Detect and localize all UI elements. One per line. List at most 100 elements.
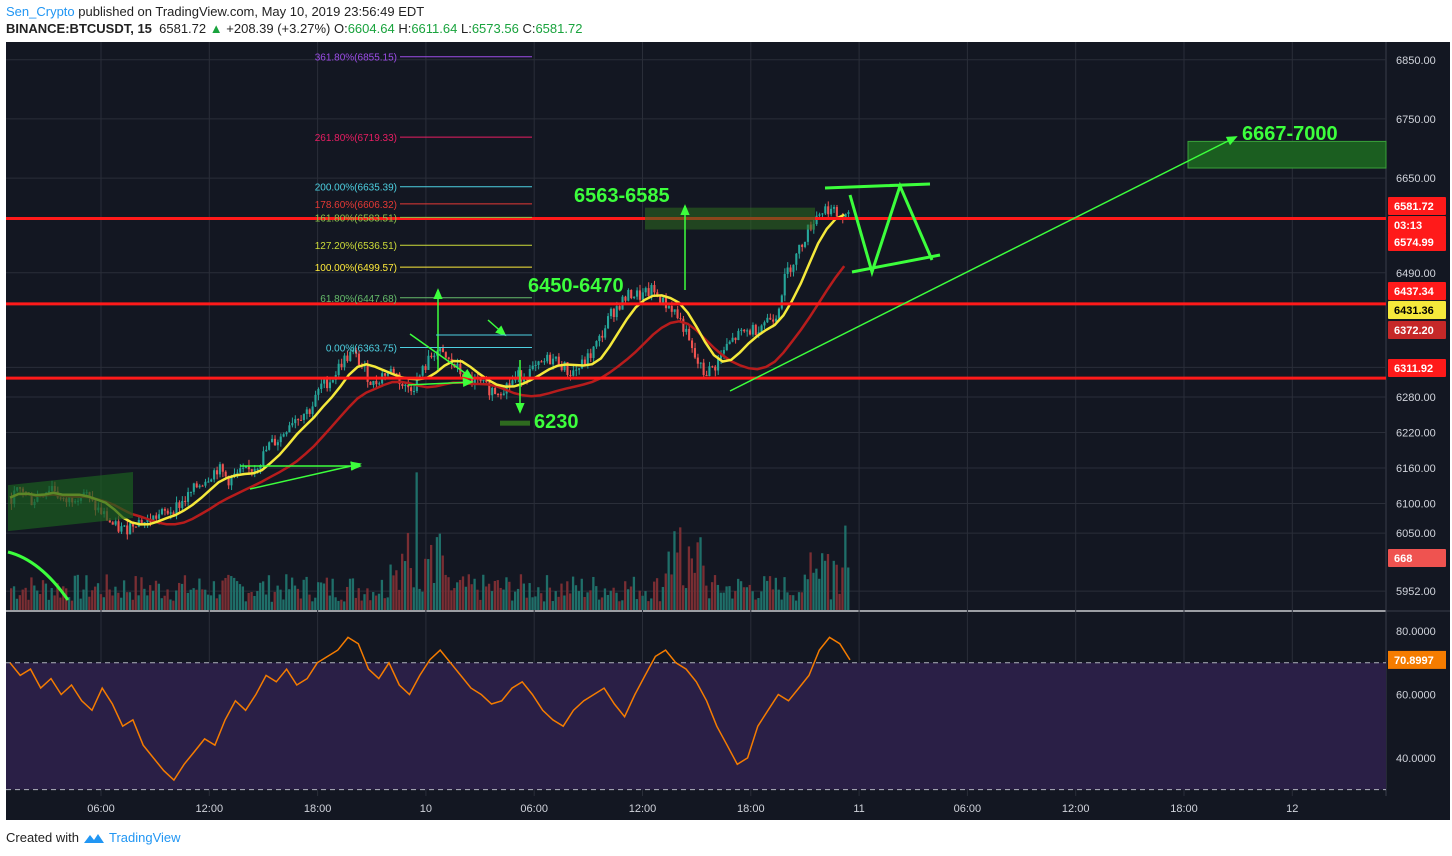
candle-body xyxy=(444,352,447,358)
volume-bar xyxy=(719,592,722,610)
candle-body xyxy=(155,515,158,519)
time-tick-label: 06:00 xyxy=(520,803,548,815)
volume-bar xyxy=(821,553,824,610)
volume-bar xyxy=(705,585,708,610)
candle-body xyxy=(224,471,227,477)
volume-bar xyxy=(734,591,737,610)
volume-bar xyxy=(41,580,45,610)
volume-bar xyxy=(33,585,36,610)
volume-bar xyxy=(609,590,612,610)
time-tick-label: 11 xyxy=(853,803,864,815)
volume-bar xyxy=(94,586,97,610)
volume-bar xyxy=(401,553,404,610)
candle-body xyxy=(667,306,670,309)
candle-body xyxy=(186,492,190,502)
candle-body xyxy=(163,509,166,511)
candle-body xyxy=(279,436,282,443)
volume-bar xyxy=(725,586,728,610)
price-tick-label: 6220.00 xyxy=(1396,428,1436,440)
volume-bar xyxy=(201,589,204,610)
candle-body xyxy=(803,241,807,247)
volume-bar xyxy=(88,596,91,610)
volume-bar xyxy=(618,601,621,610)
tradingview-brand-link[interactable]: TradingView xyxy=(108,830,181,845)
fib-level-label: 261.80%(6719.33) xyxy=(315,133,397,144)
volume-bar xyxy=(456,582,459,610)
fib-level-label: 361.80%(6855.15) xyxy=(315,53,397,64)
candle-body xyxy=(320,383,323,390)
fib-level-label: 61.80%(6447.68) xyxy=(320,294,397,305)
candle-body xyxy=(615,306,618,318)
volume-bar xyxy=(334,597,337,610)
candle-body xyxy=(557,356,560,366)
volume-bar xyxy=(212,581,216,610)
volume-bar xyxy=(288,589,291,610)
candle-body xyxy=(291,423,294,426)
annotation-arrow-head xyxy=(1225,136,1238,146)
volume-bar xyxy=(592,576,595,610)
candle-body xyxy=(407,384,410,388)
volume-bar xyxy=(629,586,633,610)
volume-bar xyxy=(111,595,114,610)
candle-body xyxy=(276,442,279,446)
price-badge-label: 6311.92 xyxy=(1394,363,1433,375)
candle-body xyxy=(534,364,537,366)
candle-body xyxy=(354,350,358,354)
volume-bar xyxy=(644,591,647,610)
candle-body xyxy=(537,361,540,365)
candle-body xyxy=(412,391,416,393)
time-tick-label: 12:00 xyxy=(629,803,657,815)
time-tick-label: 18:00 xyxy=(737,803,765,815)
volume-bar xyxy=(797,592,801,610)
volume-bar xyxy=(262,581,265,610)
candle-body xyxy=(589,353,592,359)
low-label: L: xyxy=(460,21,472,36)
candle-body xyxy=(630,289,633,299)
candle-body xyxy=(554,356,557,359)
candle-body xyxy=(835,207,838,217)
candle-body xyxy=(392,368,395,374)
candle-body xyxy=(644,288,647,293)
author-link[interactable]: Sen_Crypto xyxy=(6,4,75,19)
volume-bar xyxy=(369,600,372,610)
volume-bar xyxy=(76,574,79,610)
price-badge-label: 6581.72 xyxy=(1394,201,1434,213)
candle-body xyxy=(786,267,789,274)
price-badge xyxy=(1388,216,1446,234)
candle-body xyxy=(326,377,329,389)
time-tick-label: 12:00 xyxy=(196,803,224,815)
volume-bar xyxy=(206,594,210,610)
time-tick-label: 18:00 xyxy=(304,803,332,815)
candle-body xyxy=(847,212,850,214)
volume-bar xyxy=(554,591,557,610)
volume-bar xyxy=(62,586,65,610)
high-label: H: xyxy=(398,21,412,36)
volume-bar xyxy=(296,588,300,610)
annotation-arrow-head xyxy=(680,204,690,216)
volume-bar xyxy=(328,595,331,610)
target-zone-box-2 xyxy=(1187,140,1387,169)
fib-level-label: 161.80%(6583.51) xyxy=(315,213,397,224)
volume-bar xyxy=(204,589,207,610)
candle-body xyxy=(551,358,555,365)
candle-body xyxy=(123,525,126,527)
volume-bar xyxy=(766,580,769,610)
volume-bar xyxy=(238,584,242,610)
candle-body xyxy=(178,502,181,508)
annotation-arrow-head xyxy=(350,461,362,471)
volume-bar xyxy=(826,554,830,610)
volume-bar xyxy=(783,577,786,610)
candle-body xyxy=(543,361,546,363)
volume-bar xyxy=(360,600,363,610)
candle-body xyxy=(198,485,201,488)
candle-body xyxy=(601,335,604,338)
volume-bar xyxy=(140,577,143,610)
candle-body xyxy=(792,264,795,272)
candle-body xyxy=(215,470,219,475)
volume-bar xyxy=(667,551,670,610)
volume-bar xyxy=(131,599,134,610)
volume-bar xyxy=(577,590,581,610)
volume-bar xyxy=(450,590,453,610)
volume-bar xyxy=(699,537,702,610)
